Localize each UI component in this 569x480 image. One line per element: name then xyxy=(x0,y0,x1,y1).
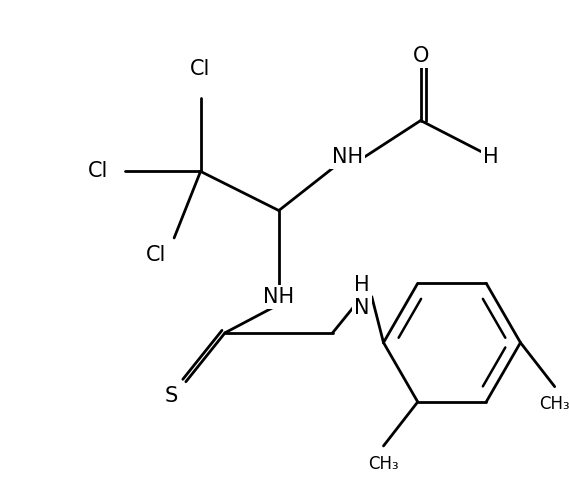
Text: H
N: H N xyxy=(354,275,370,318)
Text: NH: NH xyxy=(332,147,363,167)
Text: CH₃: CH₃ xyxy=(368,455,399,472)
Text: O: O xyxy=(413,46,429,66)
Text: CH₃: CH₃ xyxy=(539,395,569,413)
Text: Cl: Cl xyxy=(88,161,108,181)
Text: H: H xyxy=(483,147,499,167)
Text: Cl: Cl xyxy=(146,244,167,264)
Text: S: S xyxy=(164,386,178,407)
Text: Cl: Cl xyxy=(191,59,211,79)
Text: NH: NH xyxy=(263,287,294,307)
